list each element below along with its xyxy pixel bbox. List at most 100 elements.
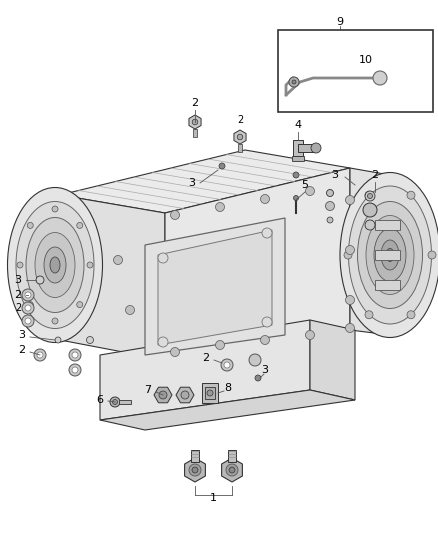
Ellipse shape [126,305,134,314]
Ellipse shape [292,80,296,84]
Ellipse shape [344,251,352,259]
Ellipse shape [25,292,31,298]
Ellipse shape [373,71,387,85]
Ellipse shape [305,187,314,196]
Ellipse shape [226,464,238,476]
Ellipse shape [86,336,93,343]
Ellipse shape [192,467,198,473]
Ellipse shape [365,191,373,199]
Ellipse shape [215,341,225,350]
Ellipse shape [158,337,168,347]
Text: 2: 2 [14,290,21,300]
Ellipse shape [34,349,46,361]
Polygon shape [310,320,355,400]
Ellipse shape [181,391,189,399]
Ellipse shape [325,201,335,211]
Ellipse shape [237,134,243,140]
Ellipse shape [262,228,272,238]
Text: 7: 7 [145,385,152,395]
Text: 6: 6 [96,395,103,405]
Ellipse shape [27,222,33,229]
Ellipse shape [249,354,261,366]
Text: 2: 2 [191,98,198,108]
Ellipse shape [170,348,180,357]
Ellipse shape [44,247,66,283]
Ellipse shape [22,302,34,314]
Ellipse shape [365,191,375,201]
Polygon shape [234,130,246,144]
Ellipse shape [189,464,201,476]
Polygon shape [158,230,272,345]
Bar [375,220,400,230]
Ellipse shape [255,375,261,381]
Ellipse shape [52,206,58,212]
Polygon shape [154,387,172,403]
Ellipse shape [72,367,78,373]
Ellipse shape [219,163,225,169]
Ellipse shape [36,276,44,284]
Ellipse shape [367,193,372,198]
Text: 2: 2 [371,170,378,180]
Ellipse shape [77,302,83,308]
Bar [191,450,199,462]
Ellipse shape [261,335,269,344]
Text: 2: 2 [15,303,21,313]
Ellipse shape [69,364,81,376]
Ellipse shape [365,311,373,319]
Polygon shape [350,168,390,335]
Ellipse shape [224,362,230,368]
Ellipse shape [407,191,415,199]
Text: 2: 2 [237,115,243,125]
Polygon shape [100,390,355,430]
Text: 2: 2 [202,353,209,363]
Ellipse shape [207,390,213,396]
Ellipse shape [22,315,34,327]
Ellipse shape [407,311,415,319]
Bar [202,383,218,403]
Ellipse shape [55,337,61,343]
Ellipse shape [346,196,354,205]
Ellipse shape [357,201,423,309]
Ellipse shape [35,232,75,297]
Ellipse shape [170,211,180,220]
Ellipse shape [221,359,233,371]
Bar [292,156,304,161]
Text: 5: 5 [301,180,308,190]
Bar [238,144,242,152]
Ellipse shape [386,248,394,262]
Ellipse shape [229,467,235,473]
Ellipse shape [87,262,93,268]
Polygon shape [60,195,165,360]
Ellipse shape [159,391,167,399]
Bar [298,144,316,152]
Ellipse shape [327,217,333,223]
Ellipse shape [261,195,269,204]
Ellipse shape [192,119,198,125]
Ellipse shape [69,349,81,361]
Text: 3: 3 [188,178,195,188]
Ellipse shape [77,222,83,229]
Text: 1: 1 [209,493,216,503]
Ellipse shape [16,201,94,328]
Text: 10: 10 [359,55,373,65]
Bar [375,280,400,290]
Ellipse shape [374,229,406,281]
Ellipse shape [52,318,58,324]
Polygon shape [165,168,350,360]
Text: 4: 4 [294,120,301,130]
Polygon shape [145,218,285,355]
Text: 8: 8 [224,383,232,393]
Ellipse shape [22,289,34,301]
Ellipse shape [428,251,436,259]
Ellipse shape [311,143,321,153]
Bar [293,140,303,156]
Bar [205,387,215,399]
Text: 3: 3 [18,330,25,340]
Ellipse shape [158,253,168,263]
Ellipse shape [262,317,272,327]
Polygon shape [184,458,205,482]
Bar [228,450,236,462]
Ellipse shape [363,203,377,217]
Ellipse shape [381,240,399,270]
Text: 2: 2 [18,345,25,355]
